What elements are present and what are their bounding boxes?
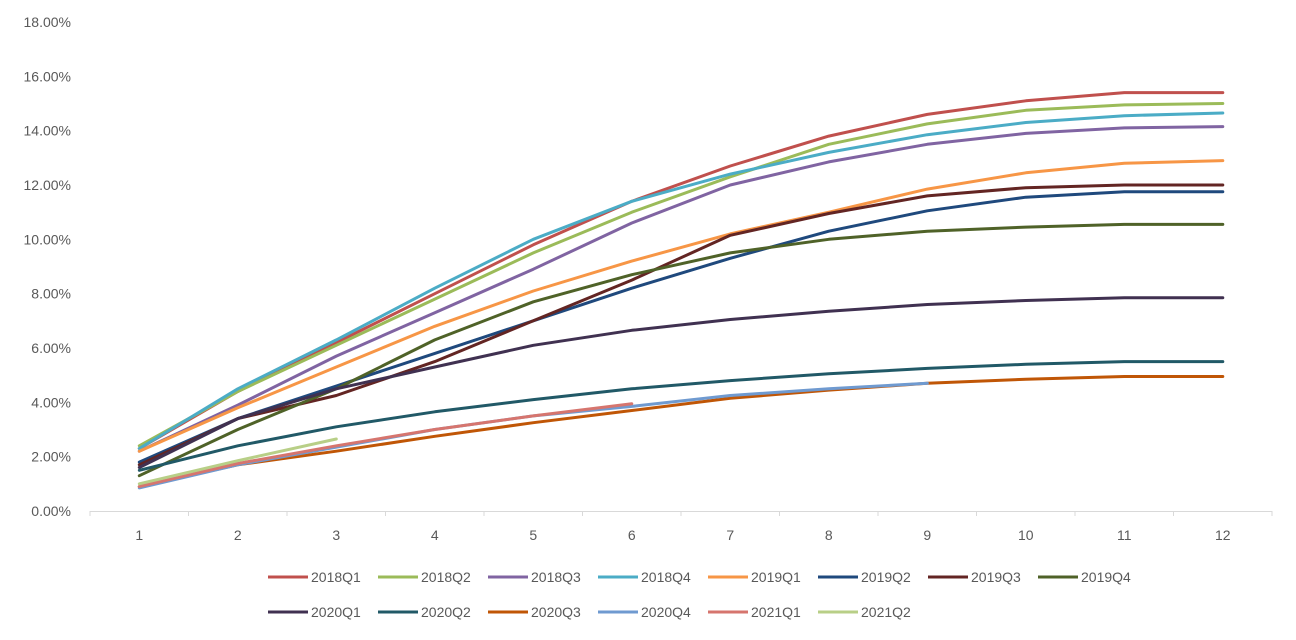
series-line-2019q2 xyxy=(137,190,1225,464)
x-axis-tick-labels: 1 2 3 4 5 6 7 8 9 10 11 12 xyxy=(135,527,1230,543)
series-line-2018q3 xyxy=(137,125,1225,453)
legend: 2018Q1 2018Q2 2018Q3 2018Q4 2019Q1 2019Q2 2019… xyxy=(268,569,1131,620)
legend-item-2018q1: 2018Q1 xyxy=(268,569,361,585)
y-tick-label: 6.00% xyxy=(31,340,71,356)
legend-item-2020q3: 2020Q3 xyxy=(488,604,581,620)
y-axis-tick-labels: 0.00% 2.00% 4.00% 6.00% 8.00% 10.00% 12.00% 14.… xyxy=(24,14,71,519)
legend-label: 2021Q2 xyxy=(861,604,911,620)
series-line-2020q3 xyxy=(137,375,1225,489)
y-tick-label: 0.00% xyxy=(31,503,71,519)
series-line-2018q4 xyxy=(137,111,1225,450)
x-tick-label: 8 xyxy=(825,527,833,543)
legend-label: 2019Q4 xyxy=(1081,569,1131,585)
series-line-2019q3 xyxy=(137,183,1225,467)
series-lines xyxy=(137,91,1225,490)
legend-item-2018q2: 2018Q2 xyxy=(378,569,471,585)
legend-label: 2018Q3 xyxy=(531,569,581,585)
y-tick-label: 8.00% xyxy=(31,286,71,302)
series-line-2019q4 xyxy=(137,222,1225,478)
x-tick-label: 9 xyxy=(923,527,931,543)
legend-label: 2019Q2 xyxy=(861,569,911,585)
y-tick-label: 10.00% xyxy=(24,231,71,247)
legend-item-2020q1: 2020Q1 xyxy=(268,604,361,620)
legend-label: 2021Q1 xyxy=(751,604,801,620)
y-tick-label: 4.00% xyxy=(31,394,71,410)
legend-item-2019q3: 2019Q3 xyxy=(928,569,1021,585)
series-line-2021q1 xyxy=(137,402,634,489)
y-tick-label: 2.00% xyxy=(31,449,71,465)
legend-item-2020q4: 2020Q4 xyxy=(598,604,691,620)
legend-item-2019q2: 2019Q2 xyxy=(818,569,911,585)
legend-item-2020q2: 2020Q2 xyxy=(378,604,471,620)
legend-label: 2020Q2 xyxy=(421,604,471,620)
legend-label: 2020Q1 xyxy=(311,604,361,620)
y-tick-label: 16.00% xyxy=(24,68,71,84)
series-line-2020q1 xyxy=(137,296,1225,469)
legend-item-2021q2: 2021Q2 xyxy=(818,604,911,620)
legend-item-2018q3: 2018Q3 xyxy=(488,569,581,585)
x-tick-label: 2 xyxy=(234,527,242,543)
y-tick-label: 18.00% xyxy=(24,14,71,30)
legend-label: 2019Q3 xyxy=(971,569,1021,585)
x-tick-label: 1 xyxy=(135,527,143,543)
x-tick-label: 10 xyxy=(1018,527,1034,543)
x-tick-label: 4 xyxy=(431,527,439,543)
series-line-2019q1 xyxy=(137,159,1225,453)
y-tick-label: 12.00% xyxy=(24,177,71,193)
series-line-2018q1 xyxy=(137,91,1225,450)
series-line-2018q2 xyxy=(137,102,1225,448)
x-tick-label: 5 xyxy=(529,527,537,543)
legend-label: 2019Q1 xyxy=(751,569,801,585)
legend-label: 2018Q2 xyxy=(421,569,471,585)
x-tick-label: 11 xyxy=(1117,527,1132,543)
x-axis-ticks xyxy=(89,511,1273,516)
series-line-2020q2 xyxy=(137,360,1225,472)
legend-item-2021q1: 2021Q1 xyxy=(708,604,801,620)
legend-label: 2020Q3 xyxy=(531,604,581,620)
x-tick-label: 6 xyxy=(628,527,636,543)
legend-item-2018q4: 2018Q4 xyxy=(598,569,691,585)
x-tick-label: 3 xyxy=(332,527,340,543)
legend-item-2019q1: 2019Q1 xyxy=(708,569,801,585)
x-tick-label: 12 xyxy=(1215,527,1231,543)
legend-item-2019q4: 2019Q4 xyxy=(1038,569,1131,585)
legend-label: 2018Q1 xyxy=(311,569,361,585)
legend-label: 2018Q4 xyxy=(641,569,691,585)
legend-label: 2020Q4 xyxy=(641,604,691,620)
x-tick-label: 7 xyxy=(726,527,734,543)
series-line-2021q2 xyxy=(137,437,338,486)
y-tick-label: 14.00% xyxy=(24,123,71,139)
